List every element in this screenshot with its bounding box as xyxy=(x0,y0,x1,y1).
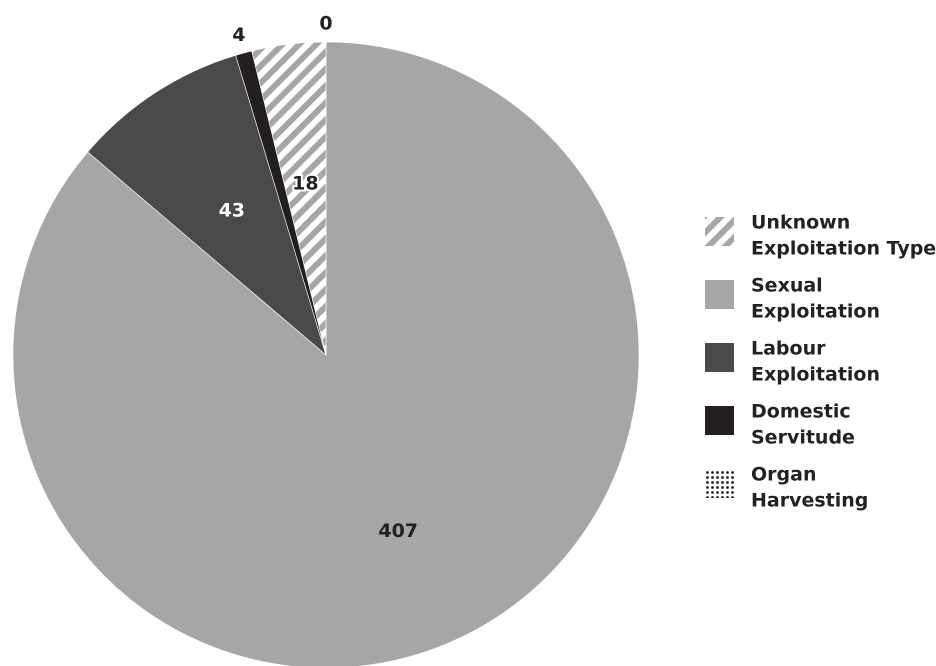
slice-value-organ-harvesting: 0 xyxy=(319,13,332,35)
slice-value-labour-exploitation: 43 xyxy=(219,199,245,221)
legend-swatch-organ-harvesting xyxy=(705,469,734,498)
legend: Unknown Exploitation Type Sexual Exploitati… xyxy=(705,212,936,512)
slice-labour-exploitation xyxy=(87,54,327,356)
pie-slices xyxy=(12,41,640,666)
legend-label-labour-exploitation-line-1: Labour xyxy=(751,338,826,360)
legend-item-organ-harvesting: Organ Harvesting xyxy=(705,464,868,512)
slice-unknown-exploitation-type xyxy=(251,41,327,356)
legend-swatch-unknown-exploitation-type xyxy=(705,217,734,246)
legend-label-domestic-servitude-line-2: Servitude xyxy=(751,427,855,449)
legend-swatch-sexual-exploitation xyxy=(705,280,734,309)
legend-item-labour-exploitation: Labour Exploitation xyxy=(705,338,880,386)
legend-label-labour-exploitation-line-2: Exploitation xyxy=(751,364,880,386)
legend-item-sexual-exploitation: Sexual Exploitation xyxy=(705,275,880,323)
slice-value-domestic-servitude: 4 xyxy=(232,24,245,46)
legend-label-unknown-exploitation-type-line-2: Exploitation Type xyxy=(751,238,936,260)
legend-label-organ-harvesting-line-2: Harvesting xyxy=(751,490,868,512)
slice-value-sexual-exploitation: 407 xyxy=(378,520,418,542)
legend-label-domestic-servitude-line-1: Domestic xyxy=(751,401,851,423)
legend-label-organ-harvesting-line-1: Organ xyxy=(751,464,816,486)
pie-slice-labels: 407 43 4 18 0 xyxy=(219,13,418,542)
legend-swatch-domestic-servitude xyxy=(705,406,734,435)
legend-item-domestic-servitude: Domestic Servitude xyxy=(705,401,855,449)
legend-swatch-labour-exploitation xyxy=(705,343,734,372)
legend-label-sexual-exploitation-line-1: Sexual xyxy=(751,275,823,297)
legend-item-unknown-exploitation-type: Unknown Exploitation Type xyxy=(705,212,936,260)
legend-label-unknown-exploitation-type-line-1: Unknown xyxy=(751,212,850,234)
slice-value-unknown-exploitation-type: 18 xyxy=(292,173,318,195)
legend-label-sexual-exploitation-line-2: Exploitation xyxy=(751,301,880,323)
slice-sexual-exploitation xyxy=(12,41,640,666)
